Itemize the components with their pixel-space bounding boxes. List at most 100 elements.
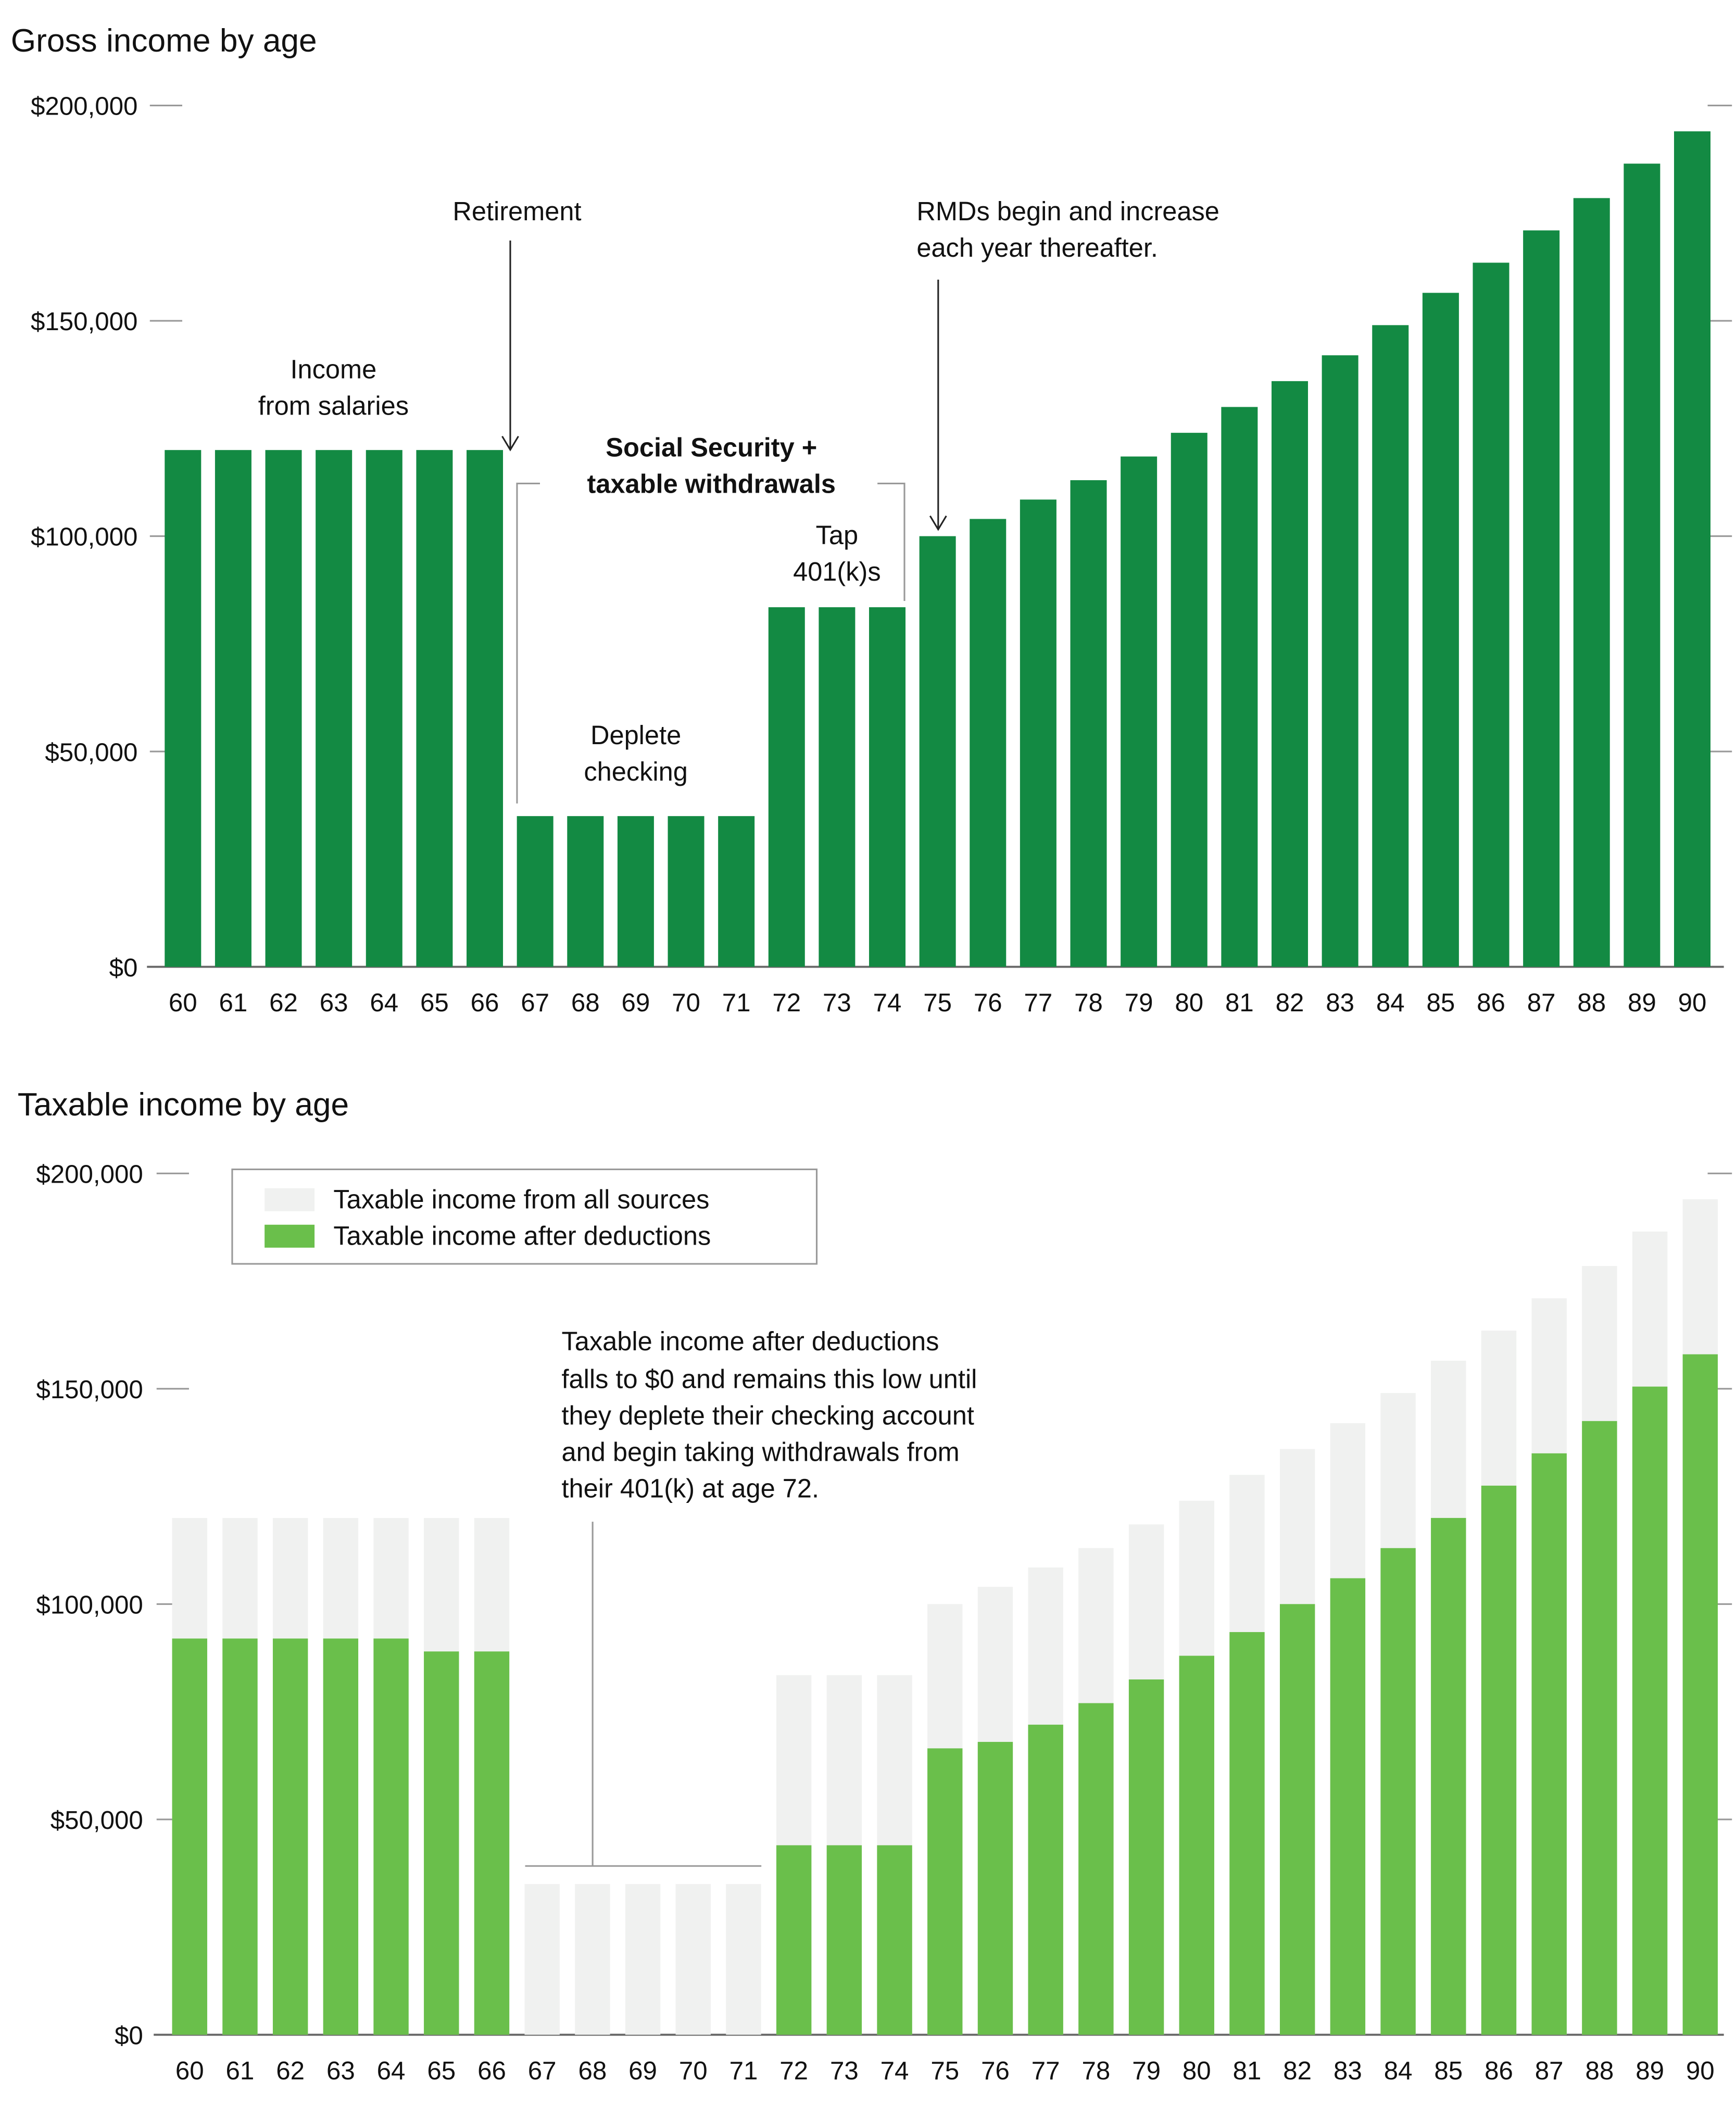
bar-after-deductions-age-73 [826, 1845, 862, 2035]
y-tick-label: $200,000 [31, 92, 137, 121]
legend-swatch-after-deductions [265, 1224, 315, 1248]
bar-age-82 [1272, 381, 1309, 967]
bar-after-deductions-age-76 [977, 1741, 1013, 2035]
annotation-taxable: Taxable income after deductions falls to… [525, 1326, 977, 1867]
x-tick-label: 72 [772, 988, 801, 1017]
x-tick-label: 89 [1636, 2056, 1664, 2085]
y-tick-label: $100,000 [31, 523, 137, 551]
bar-after-deductions-age-78 [1078, 1703, 1114, 2035]
y-tick-label: $150,000 [36, 1375, 143, 1404]
x-tick-label: 69 [628, 2056, 657, 2085]
bar-after-deductions-age-63 [323, 1638, 359, 2035]
x-tick-label: 78 [1081, 2056, 1110, 2085]
y-axis-gross: $0 $50,000 $100,000 $150,000 $200,000 [31, 92, 1732, 982]
legend-label-after-deductions: Taxable income after deductions [333, 1221, 711, 1251]
bar-all-sources-age-69 [625, 1884, 661, 2035]
annotation-salaries-line2: from salaries [258, 391, 409, 420]
bracket-ss [516, 482, 905, 804]
x-tick-label: 86 [1477, 988, 1505, 1017]
bar-age-81 [1221, 407, 1258, 967]
bar-age-69 [617, 816, 654, 967]
annotation-ss-line1: Social Security + [606, 433, 817, 462]
x-tick-label: 90 [1678, 988, 1707, 1017]
annotation-line3: they deplete their checking account [561, 1400, 974, 1430]
x-tick-label: 62 [276, 2056, 305, 2085]
bar-age-61 [215, 450, 251, 967]
annotation-salaries-line1: Income [290, 354, 376, 384]
x-tick-label: 79 [1125, 988, 1153, 1017]
bar-after-deductions-age-65 [424, 1651, 459, 2035]
bar-all-sources-age-70 [675, 1884, 711, 2035]
chart-title-gross: Gross income by age [11, 23, 317, 59]
x-tick-label: 71 [722, 988, 751, 1017]
bar-after-deductions-age-75 [927, 1748, 963, 2035]
annotation-tap-line1: Tap [816, 520, 859, 550]
x-tick-label: 88 [1586, 2056, 1614, 2085]
annotation-connector [525, 1522, 762, 1867]
bar-age-84 [1372, 325, 1409, 967]
x-tick-label: 69 [622, 988, 650, 1017]
x-tick-label: 74 [873, 988, 902, 1017]
bar-all-sources-age-67 [524, 1884, 560, 2035]
bar-age-83 [1322, 355, 1358, 967]
x-tick-label: 85 [1434, 2056, 1463, 2085]
x-tick-label: 82 [1283, 2056, 1312, 2085]
bar-age-77 [1020, 499, 1056, 967]
bar-after-deductions-age-85 [1431, 1517, 1466, 2035]
x-axis-gross: 60 61 62 63 64 65 66 67 68 69 70 71 72 73 74 75 76 77 78 79… [169, 988, 1706, 1017]
bar-age-90 [1674, 131, 1711, 967]
x-tick-label: 63 [320, 988, 348, 1017]
bar-age-80 [1171, 433, 1207, 967]
x-tick-label: 65 [420, 988, 449, 1017]
bar-age-78 [1070, 480, 1107, 967]
bar-all-sources-age-68 [575, 1884, 610, 2035]
y-tick-label: $50,000 [45, 738, 137, 767]
x-tick-label: 84 [1384, 2056, 1413, 2085]
x-tick-label: 80 [1183, 2056, 1211, 2085]
bar-age-76 [970, 519, 1007, 967]
x-tick-label: 81 [1225, 988, 1254, 1017]
x-tick-label: 78 [1074, 988, 1103, 1017]
annotation-line5: their 401(k) at age 72. [561, 1473, 819, 1503]
x-tick-label: 87 [1527, 988, 1556, 1017]
bar-after-deductions-age-83 [1330, 1578, 1366, 2035]
y-tick-label: $100,000 [36, 1590, 143, 1619]
x-tick-label: 72 [779, 2056, 808, 2085]
bar-age-75 [919, 536, 956, 967]
legend: Taxable income from all sources Taxable … [231, 1168, 818, 1265]
x-tick-label: 60 [175, 2056, 204, 2085]
x-tick-label: 79 [1132, 2056, 1161, 2085]
bar-age-65 [416, 450, 453, 967]
x-tick-label: 85 [1426, 988, 1455, 1017]
x-tick-label: 64 [370, 988, 398, 1017]
x-tick-label: 61 [219, 988, 248, 1017]
bar-after-deductions-age-90 [1682, 1354, 1718, 2035]
x-tick-label: 66 [471, 988, 499, 1017]
x-tick-label: 76 [974, 988, 1002, 1017]
annotation-line2: falls to $0 and remains this low until [561, 1364, 977, 1394]
bar-age-63 [316, 450, 353, 967]
bar-age-70 [668, 816, 705, 967]
x-tick-label: 87 [1535, 2056, 1564, 2085]
x-tick-label: 84 [1376, 988, 1405, 1017]
annotation-tap-line2: 401(k)s [793, 557, 881, 586]
bar-age-73 [819, 607, 856, 967]
bar-age-85 [1422, 293, 1459, 967]
x-tick-label: 75 [930, 2056, 959, 2085]
bar-after-deductions-age-86 [1481, 1485, 1517, 2035]
annotation-line1: Taxable income after deductions [561, 1326, 939, 1356]
bar-after-deductions-age-64 [373, 1638, 409, 2035]
y-tick-label: $0 [109, 954, 138, 982]
annotation-rmds-line1: RMDs begin and increase [916, 196, 1219, 226]
x-tick-label: 74 [880, 2056, 909, 2085]
legend-box [231, 1168, 818, 1265]
bar-after-deductions-age-66 [474, 1651, 510, 2035]
x-tick-label: 71 [729, 2056, 758, 2085]
y-axis-taxable: $0 $50,000 $100,000 $150,000 $200,000 [36, 1160, 1732, 2050]
x-tick-label: 73 [830, 2056, 859, 2085]
annotation-retirement: Retirement [452, 196, 581, 226]
y-tick-label: $150,000 [31, 307, 137, 336]
bar-after-deductions-age-89 [1632, 1386, 1668, 2035]
x-tick-label: 80 [1175, 988, 1203, 1017]
bar-age-88 [1573, 198, 1610, 967]
